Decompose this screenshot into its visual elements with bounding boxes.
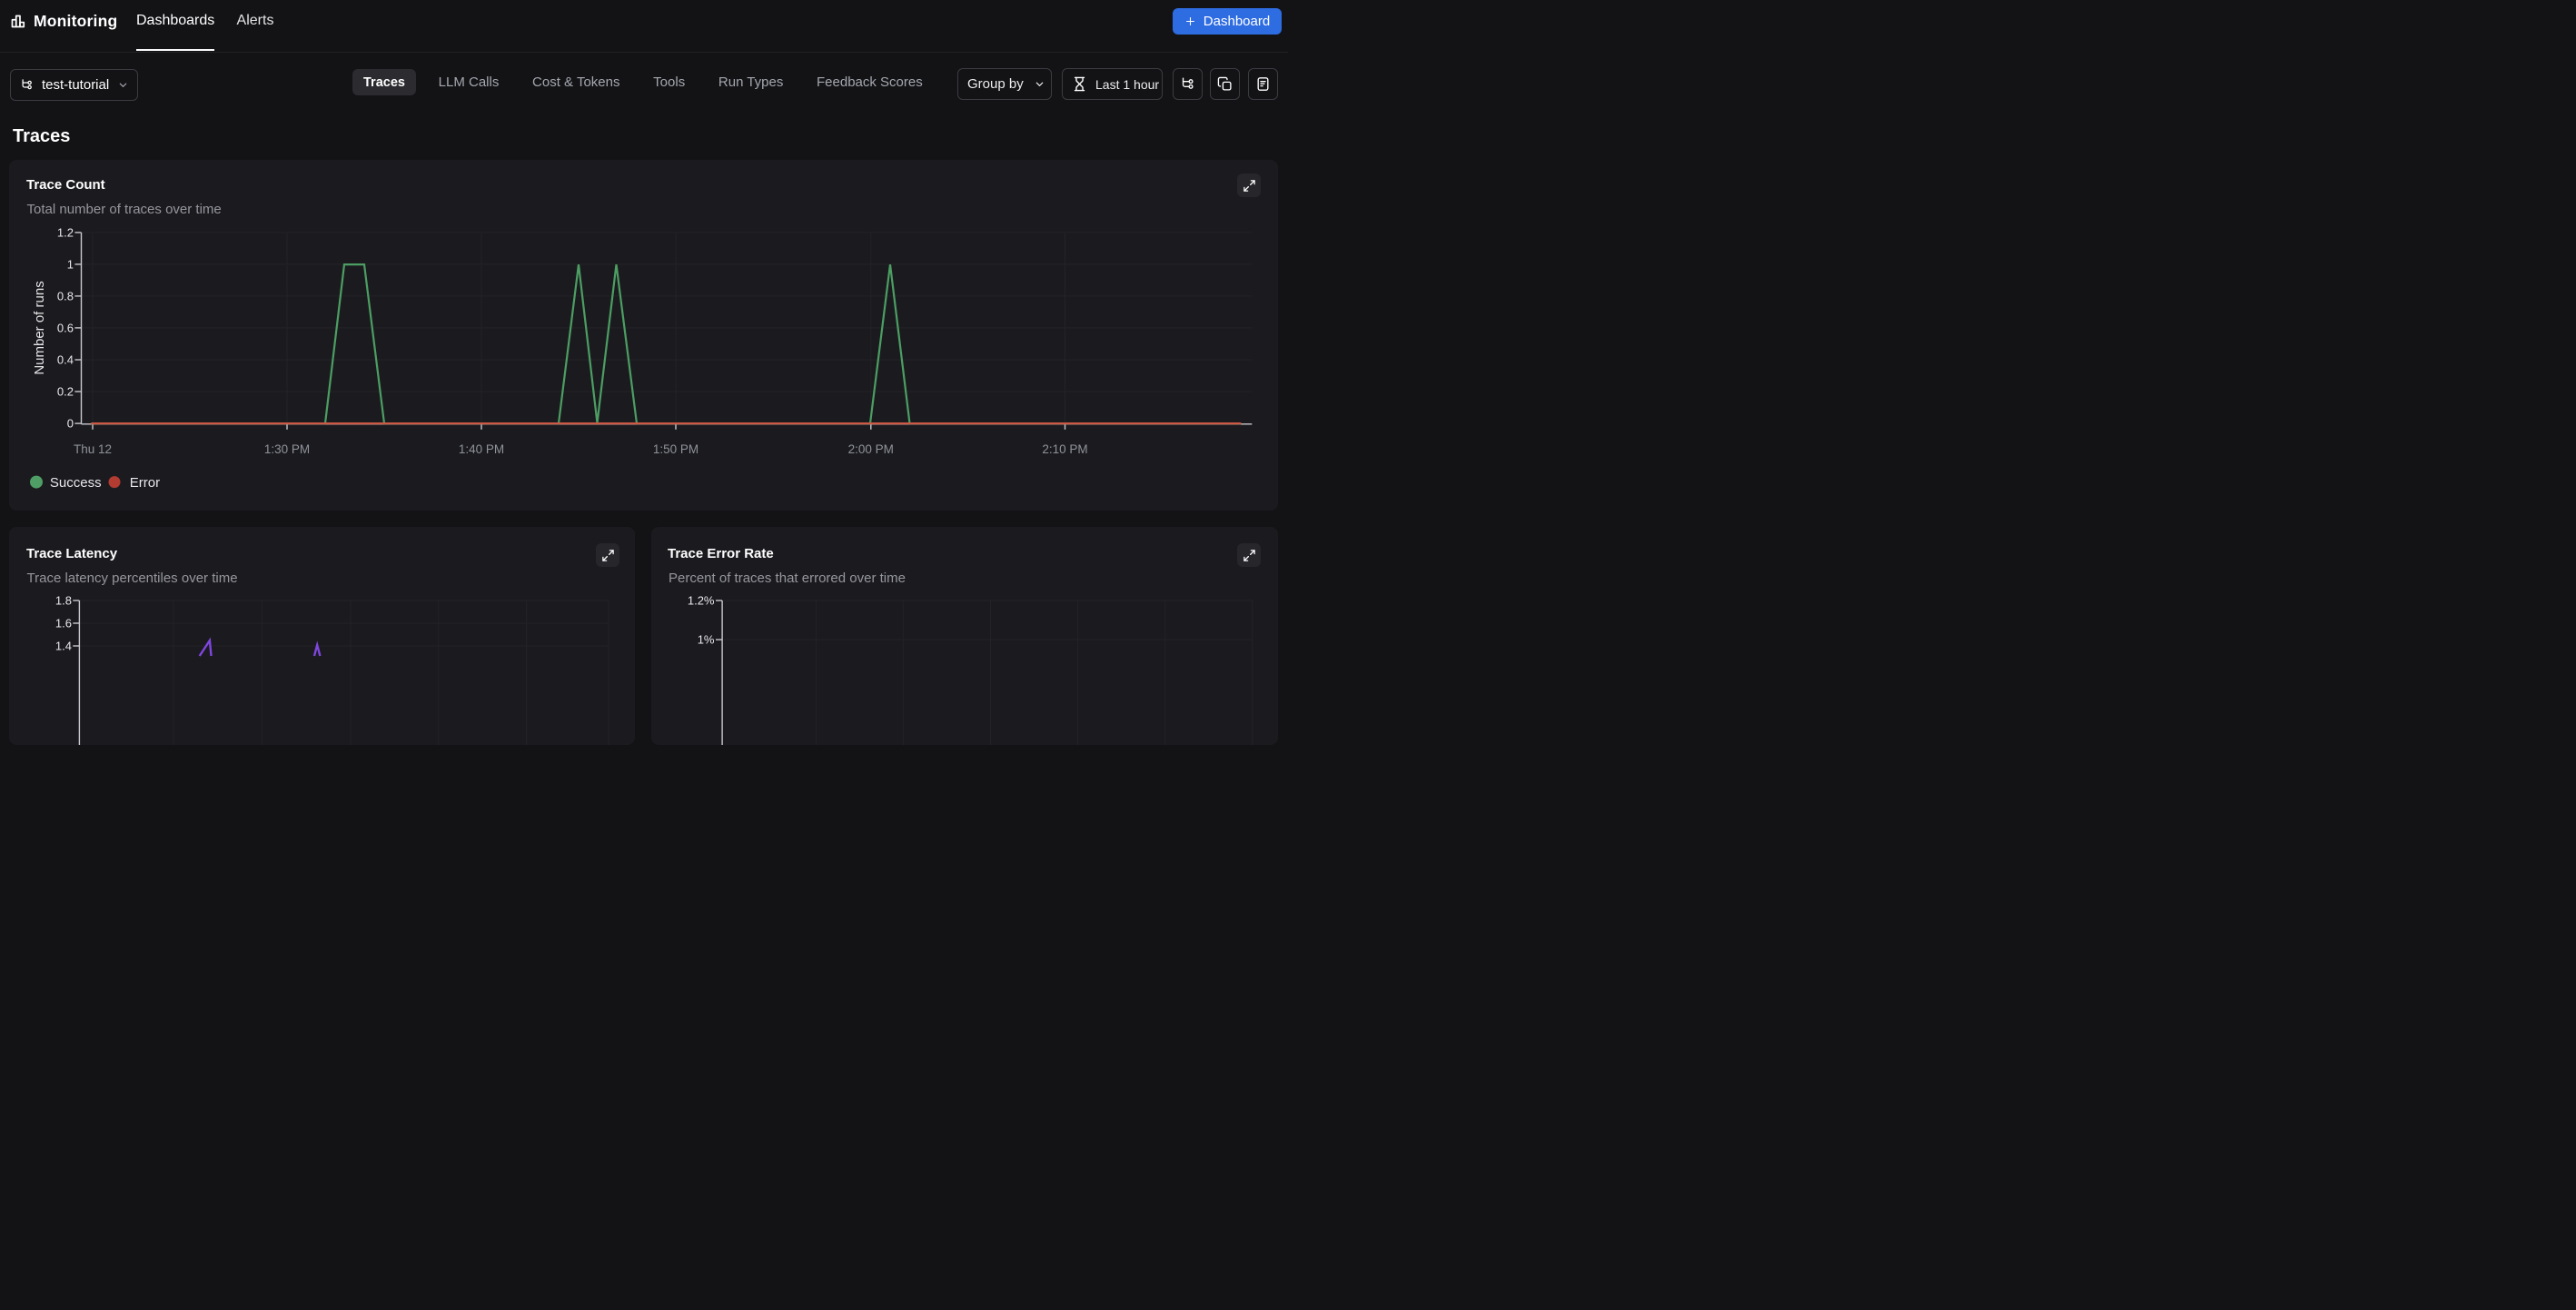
- svg-text:1:40 PM: 1:40 PM: [459, 442, 504, 456]
- svg-text:2:10 PM: 2:10 PM: [1042, 442, 1087, 456]
- svg-text:0.4: 0.4: [57, 353, 74, 367]
- svg-text:Number of runs: Number of runs: [32, 281, 47, 374]
- svg-text:1.4: 1.4: [55, 640, 72, 653]
- svg-text:1.2%: 1.2%: [688, 594, 715, 608]
- svg-text:0.8: 0.8: [57, 289, 74, 303]
- svg-text:1: 1: [67, 257, 74, 271]
- svg-text:0: 0: [67, 417, 74, 431]
- svg-text:1%: 1%: [698, 633, 715, 647]
- svg-text:Error: Error: [130, 475, 160, 491]
- svg-text:1.2: 1.2: [57, 225, 74, 239]
- svg-text:1.8: 1.8: [55, 594, 72, 608]
- svg-text:1:30 PM: 1:30 PM: [264, 442, 310, 456]
- svg-text:0.2: 0.2: [57, 385, 74, 399]
- svg-text:1.6: 1.6: [55, 617, 72, 630]
- svg-text:0.6: 0.6: [57, 321, 74, 334]
- svg-text:1:50 PM: 1:50 PM: [653, 442, 698, 456]
- svg-text:Success: Success: [50, 475, 102, 491]
- svg-text:Thu 12: Thu 12: [74, 442, 112, 456]
- svg-text:2:00 PM: 2:00 PM: [848, 442, 894, 456]
